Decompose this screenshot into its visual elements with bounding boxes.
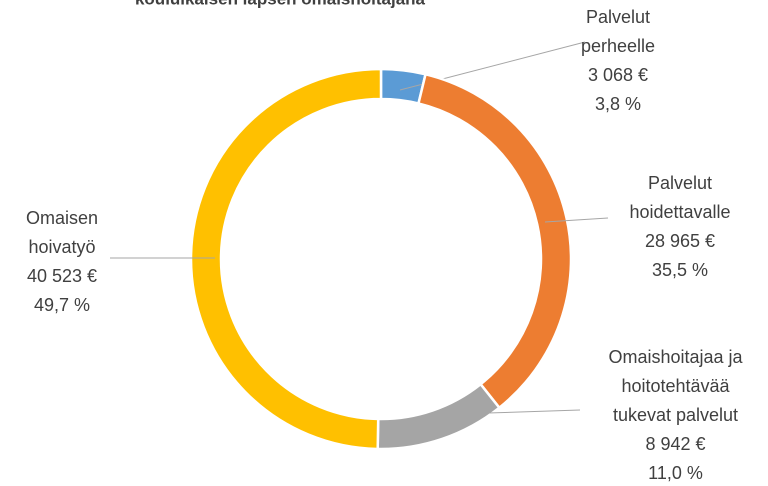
- donut-slice: [376, 382, 502, 451]
- percent-label: 11,0 %: [648, 463, 703, 483]
- category-label: Palvelut hoidettavalle: [629, 173, 731, 222]
- category-label: Omaisen hoivatyö: [25, 208, 99, 257]
- donut-slice: [189, 67, 383, 451]
- category-label: Omaishoitajaa ja hoitotehtävää tukevat p…: [608, 347, 743, 425]
- value-label: 28 965 €: [644, 231, 716, 251]
- leader-line: [487, 409, 581, 414]
- donut-slice: [416, 72, 573, 410]
- data-label: Omaisen hoivatyö 40 523 € 49,7 %: [12, 204, 112, 320]
- value-label: 40 523 €: [26, 266, 98, 286]
- value-label: 3 068 €: [587, 65, 649, 85]
- percent-label: 35,5 %: [651, 260, 709, 280]
- leader-line: [544, 217, 609, 223]
- value-label: 8 942 €: [645, 434, 706, 454]
- percent-label: 49,7 %: [33, 295, 91, 315]
- data-label: Omaishoitajaa ja hoitotehtävää tukevat p…: [598, 343, 753, 486]
- percent-label: 3,8 %: [594, 94, 642, 114]
- data-label: Palvelut perheelle 3 068 € 3,8 %: [568, 3, 668, 119]
- chart-title: kouluikäisen lapsen omaishoitajana: [135, 0, 426, 8]
- category-label: Palvelut perheelle: [580, 7, 656, 56]
- data-label: Palvelut hoidettavalle 28 965 € 35,5 %: [620, 169, 740, 285]
